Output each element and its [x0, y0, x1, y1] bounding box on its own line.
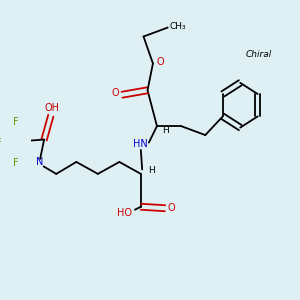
Text: F: F [13, 117, 19, 127]
Text: OH: OH [45, 103, 60, 113]
Text: F: F [0, 137, 2, 148]
Text: HN: HN [134, 139, 148, 149]
Text: CH₃: CH₃ [169, 22, 186, 31]
Text: O: O [157, 57, 164, 67]
Text: H: H [162, 126, 169, 135]
Text: F: F [13, 158, 19, 168]
Text: HO: HO [117, 208, 132, 218]
Text: H: H [148, 167, 154, 176]
Text: N: N [36, 157, 44, 167]
Text: Chiral: Chiral [246, 50, 272, 59]
Text: O: O [167, 203, 175, 213]
Text: O: O [112, 88, 119, 98]
